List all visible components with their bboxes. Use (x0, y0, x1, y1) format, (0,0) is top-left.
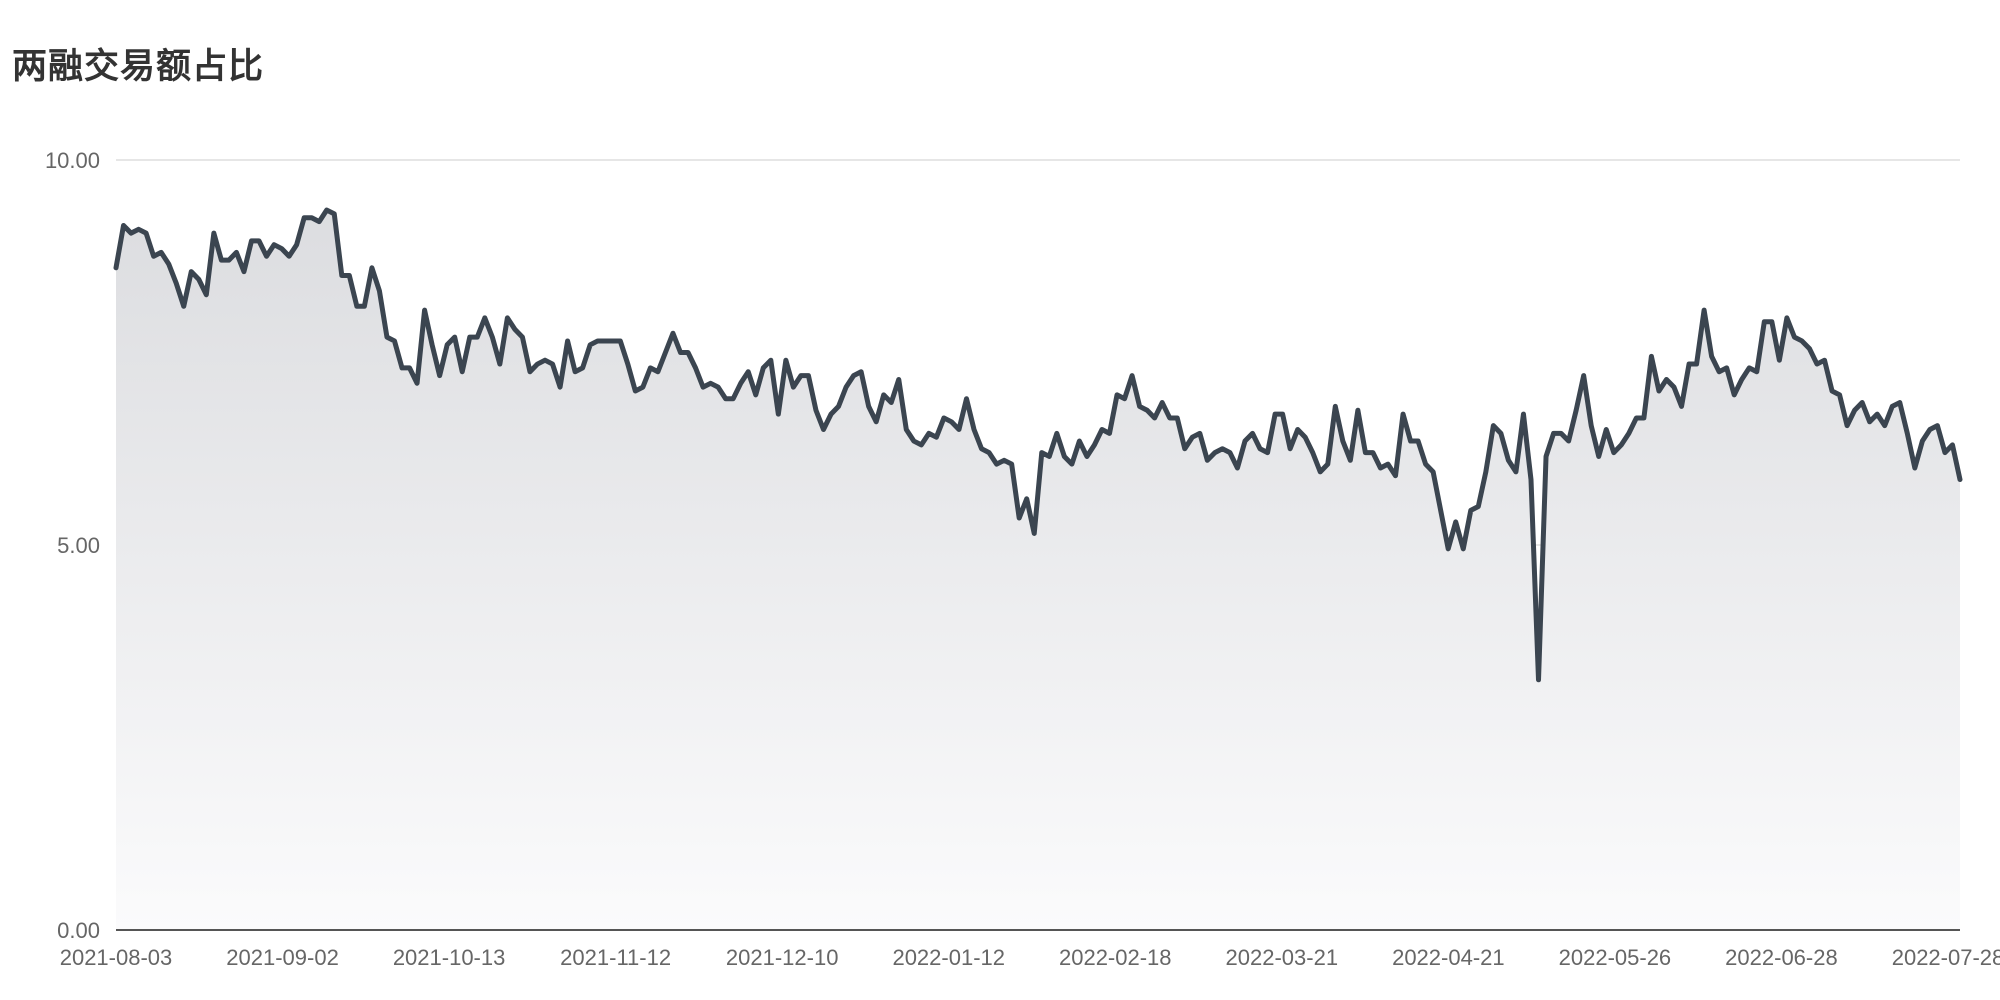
x-tick-label: 2022-03-21 (1226, 945, 1339, 970)
x-tick-label: 2021-08-03 (60, 945, 173, 970)
x-tick-label: 2021-10-13 (393, 945, 506, 970)
x-tick-label: 2022-04-21 (1392, 945, 1505, 970)
chart-title: 两融交易额占比 (12, 47, 265, 87)
x-tick-label: 2021-12-10 (726, 945, 839, 970)
x-axis-ticks: 2021-08-03 2021-09-02 2021-10-13 2021-11-12… (60, 945, 2000, 970)
x-tick-label: 2022-06-28 (1725, 945, 1838, 970)
x-tick-label: 2022-02-18 (1059, 945, 1172, 970)
x-tick-label: 2021-09-02 (226, 945, 339, 970)
x-tick-label: 2021-11-12 (560, 945, 671, 970)
area-series (113, 207, 1963, 931)
x-tick-label: 2022-01-12 (892, 945, 1005, 970)
x-tick-label: 2022-05-26 (1559, 945, 1672, 970)
x-tick-label: 2022-07-28 (1892, 945, 2000, 970)
y-tick-label: 0.00 (57, 918, 100, 943)
y-tick-label: 10.00 (45, 148, 100, 173)
y-axis-ticks: 0.00 5.00 10.00 (45, 148, 100, 943)
series-line (113, 207, 1963, 683)
y-tick-label: 5.00 (57, 533, 100, 558)
area-fill (116, 210, 1960, 931)
